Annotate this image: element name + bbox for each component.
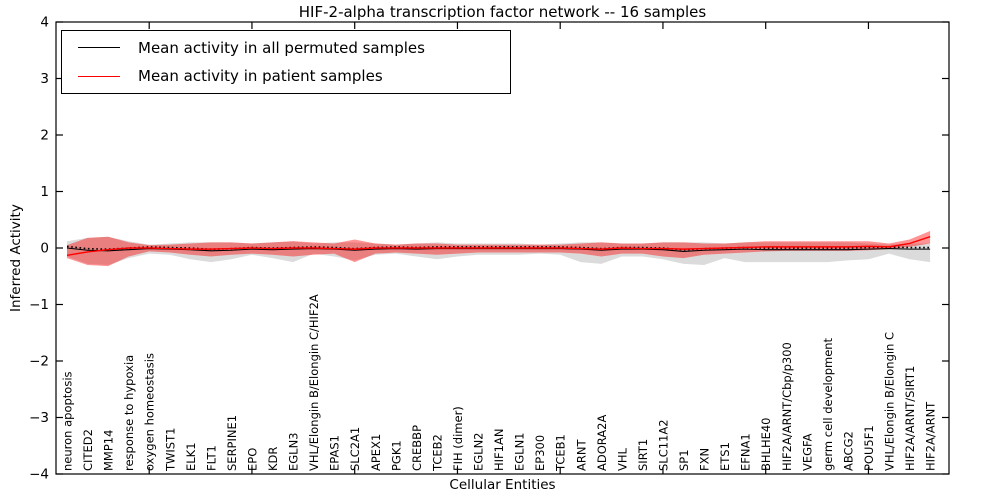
permuted-band <box>67 236 931 265</box>
category-label: neuron apoptosis <box>61 371 75 471</box>
legend-label-patient: Mean activity in patient samples <box>138 67 383 86</box>
y-tick-label: 3 <box>40 71 49 87</box>
category-label: TCEB1 <box>554 434 568 472</box>
permuted-line-swatch <box>78 47 120 49</box>
y-tick-label: 1 <box>40 184 49 200</box>
category-label: EGLN1 <box>513 432 527 471</box>
category-label: VHL/Elongin B/Elongin C/HIF2A <box>307 294 321 471</box>
category-label: CITED2 <box>81 429 95 471</box>
y-tick-label: −4 <box>29 467 49 483</box>
category-label: EPO <box>245 448 259 471</box>
category-label: APEX1 <box>369 434 383 471</box>
y-tick-label: 2 <box>40 128 49 144</box>
category-label: CREBBP <box>410 425 424 471</box>
category-label: EGLN2 <box>472 432 486 471</box>
category-label: SLC2A1 <box>348 427 362 471</box>
legend-entry-permuted: Mean activity in all permuted samples <box>70 34 502 62</box>
category-label: ARNT <box>574 439 588 471</box>
category-label: ETS1 <box>718 442 732 471</box>
category-label: EGLN3 <box>287 432 301 471</box>
category-label: FIH (dimer) <box>451 406 465 471</box>
category-label: FXN <box>698 448 712 471</box>
y-tick-label: −3 <box>29 410 49 426</box>
category-label: HIF2A/ARNT/SIRT1 <box>903 366 917 471</box>
category-label: SIRT1 <box>636 439 650 471</box>
category-label: FLT1 <box>204 445 218 471</box>
chart-title: HIF-2-alpha transcription factor network… <box>298 3 707 21</box>
category-label: SP1 <box>677 449 691 471</box>
category-label: SLC11A2 <box>656 419 670 471</box>
category-label: EPAS1 <box>328 435 342 471</box>
category-label: EP300 <box>533 435 547 471</box>
category-label: EFNA1 <box>739 433 753 471</box>
legend: Mean activity in all permuted samples Me… <box>61 30 511 94</box>
y-tick-label: −2 <box>29 354 49 370</box>
category-label: PGK1 <box>389 440 403 471</box>
y-tick-label: 4 <box>40 15 49 31</box>
patient-line-swatch <box>78 75 120 77</box>
category-label: ELK1 <box>184 442 198 471</box>
category-label: MMP14 <box>102 430 116 471</box>
category-label: ADORA2A <box>595 415 609 471</box>
patient-mean-line <box>66 236 931 257</box>
category-label: POU5F1 <box>862 425 876 471</box>
category-label: SERPINE1 <box>225 415 239 471</box>
y-tick-label: 0 <box>40 241 49 257</box>
category-label: VEGFA <box>800 433 814 471</box>
category-label: VHL <box>615 447 629 471</box>
legend-label-permuted: Mean activity in all permuted samples <box>138 38 425 57</box>
category-label: TCEB2 <box>430 434 444 472</box>
category-label: HIF2A/ARNT/Cbp/p300 <box>780 342 794 471</box>
category-label: response to hypoxia <box>122 355 136 471</box>
category-label: BHLHE40 <box>759 418 773 472</box>
y-tick-label: −1 <box>29 297 49 313</box>
category-label: HIF1AN <box>492 429 506 471</box>
category-label: HIF2A/ARNT <box>924 401 938 471</box>
category-label: oxygen homeostasis <box>143 353 157 471</box>
category-label: TWIST1 <box>163 428 177 472</box>
x-axis-label: Cellular Entities <box>449 477 556 493</box>
category-label: ABCG2 <box>841 431 855 471</box>
legend-entry-patient: Mean activity in patient samples <box>70 62 502 90</box>
category-label: VHL/Elongin B/Elongin C <box>883 332 897 471</box>
category-label: KDR <box>266 447 280 471</box>
category-label: germ cell development <box>821 337 835 471</box>
